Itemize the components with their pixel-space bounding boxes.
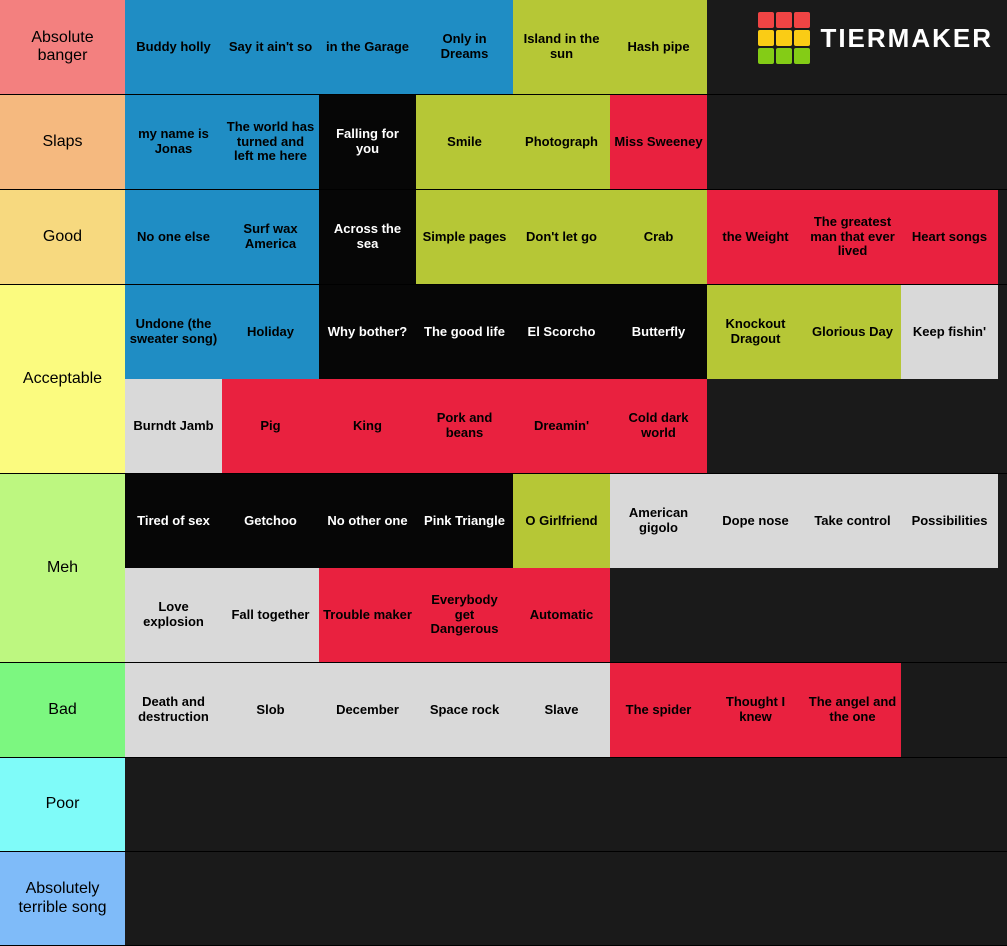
tier-item[interactable]: the Weight: [707, 190, 804, 284]
tier-label[interactable]: Absolutely terrible song: [0, 852, 125, 945]
tier-items[interactable]: Death and destructionSlobDecemberSpace r…: [125, 663, 1007, 757]
tier-item[interactable]: O Girlfriend: [513, 474, 610, 568]
tier-item[interactable]: Tired of sex: [125, 474, 222, 568]
tier-items[interactable]: [125, 852, 1007, 945]
tier-item[interactable]: Island in the sun: [513, 0, 610, 94]
tier-item[interactable]: Undone (the sweater song): [125, 285, 222, 379]
tier-item[interactable]: Photograph: [513, 95, 610, 189]
tier-label[interactable]: Good: [0, 190, 125, 284]
tier-item[interactable]: Space rock: [416, 663, 513, 757]
tier-item[interactable]: Automatic: [513, 568, 610, 662]
tier-item[interactable]: Pink Triangle: [416, 474, 513, 568]
tier-label[interactable]: Bad: [0, 663, 125, 757]
tier-item[interactable]: Say it ain't so: [222, 0, 319, 94]
tier-item[interactable]: Thought I knew: [707, 663, 804, 757]
tier-item[interactable]: Butterfly: [610, 285, 707, 379]
tier-item[interactable]: Don't let go: [513, 190, 610, 284]
tier-item[interactable]: Fall together: [222, 568, 319, 662]
tier-label[interactable]: Slaps: [0, 95, 125, 189]
tier-label[interactable]: Meh: [0, 474, 125, 662]
tier-item[interactable]: December: [319, 663, 416, 757]
tier-row: Slapsmy name is JonasThe world has turne…: [0, 95, 1007, 190]
tier-item[interactable]: Miss Sweeney: [610, 95, 707, 189]
tier-row: AcceptableUndone (the sweater song)Holid…: [0, 285, 1007, 474]
tier-items[interactable]: [125, 758, 1007, 851]
tier-item[interactable]: No other one: [319, 474, 416, 568]
tier-list: TIERMAKER Absolute bangerBuddy hollySay …: [0, 0, 1007, 946]
tier-item[interactable]: Heart songs: [901, 190, 998, 284]
tier-item[interactable]: Dreamin': [513, 379, 610, 473]
tier-item[interactable]: Getchoo: [222, 474, 319, 568]
tier-item[interactable]: Death and destruction: [125, 663, 222, 757]
tier-item[interactable]: The spider: [610, 663, 707, 757]
tier-item[interactable]: Why bother?: [319, 285, 416, 379]
tier-item[interactable]: Holiday: [222, 285, 319, 379]
tier-item[interactable]: Crab: [610, 190, 707, 284]
tier-item[interactable]: my name is Jonas: [125, 95, 222, 189]
tier-items[interactable]: Buddy hollySay it ain't soin the GarageO…: [125, 0, 1007, 94]
tier-item[interactable]: American gigolo: [610, 474, 707, 568]
tier-item[interactable]: Surf wax America: [222, 190, 319, 284]
tier-row: MehTired of sexGetchooNo other onePink T…: [0, 474, 1007, 663]
tier-item[interactable]: The greatest man that ever lived: [804, 190, 901, 284]
tier-item[interactable]: Smile: [416, 95, 513, 189]
tier-item[interactable]: Across the sea: [319, 190, 416, 284]
tier-row: GoodNo one elseSurf wax AmericaAcross th…: [0, 190, 1007, 285]
tier-item[interactable]: Hash pipe: [610, 0, 707, 94]
tier-items[interactable]: Undone (the sweater song)HolidayWhy both…: [125, 285, 1007, 473]
tier-items[interactable]: No one elseSurf wax AmericaAcross the se…: [125, 190, 1007, 284]
tier-item[interactable]: Pork and beans: [416, 379, 513, 473]
tier-label[interactable]: Poor: [0, 758, 125, 851]
tier-item[interactable]: Take control: [804, 474, 901, 568]
tier-item[interactable]: Only in Dreams: [416, 0, 513, 94]
tier-item[interactable]: Knockout Dragout: [707, 285, 804, 379]
tier-item[interactable]: Slave: [513, 663, 610, 757]
tier-item[interactable]: Everybody get Dangerous: [416, 568, 513, 662]
tier-item[interactable]: Trouble maker: [319, 568, 416, 662]
tier-item[interactable]: Glorious Day: [804, 285, 901, 379]
tier-item[interactable]: Keep fishin': [901, 285, 998, 379]
tier-item[interactable]: Love explosion: [125, 568, 222, 662]
tier-item[interactable]: No one else: [125, 190, 222, 284]
tier-item[interactable]: in the Garage: [319, 0, 416, 94]
tier-item[interactable]: The world has turned and left me here: [222, 95, 319, 189]
tier-item[interactable]: Burndt Jamb: [125, 379, 222, 473]
tier-item[interactable]: Buddy holly: [125, 0, 222, 94]
tier-item[interactable]: Falling for you: [319, 95, 416, 189]
tier-label[interactable]: Acceptable: [0, 285, 125, 473]
tier-item[interactable]: Possibilities: [901, 474, 998, 568]
tier-row: Poor: [0, 758, 1007, 852]
tier-item[interactable]: The angel and the one: [804, 663, 901, 757]
tier-items[interactable]: my name is JonasThe world has turned and…: [125, 95, 1007, 189]
tier-row: Absolutely terrible song: [0, 852, 1007, 946]
tier-row: BadDeath and destructionSlobDecemberSpac…: [0, 663, 1007, 758]
tier-items[interactable]: Tired of sexGetchooNo other onePink Tria…: [125, 474, 1007, 662]
tier-label[interactable]: Absolute banger: [0, 0, 125, 94]
tier-item[interactable]: King: [319, 379, 416, 473]
tier-item[interactable]: Pig: [222, 379, 319, 473]
tier-item[interactable]: Cold dark world: [610, 379, 707, 473]
tier-row: Absolute bangerBuddy hollySay it ain't s…: [0, 0, 1007, 95]
tier-item[interactable]: Dope nose: [707, 474, 804, 568]
tier-item[interactable]: Simple pages: [416, 190, 513, 284]
tier-item[interactable]: Slob: [222, 663, 319, 757]
tier-item[interactable]: El Scorcho: [513, 285, 610, 379]
tier-item[interactable]: The good life: [416, 285, 513, 379]
